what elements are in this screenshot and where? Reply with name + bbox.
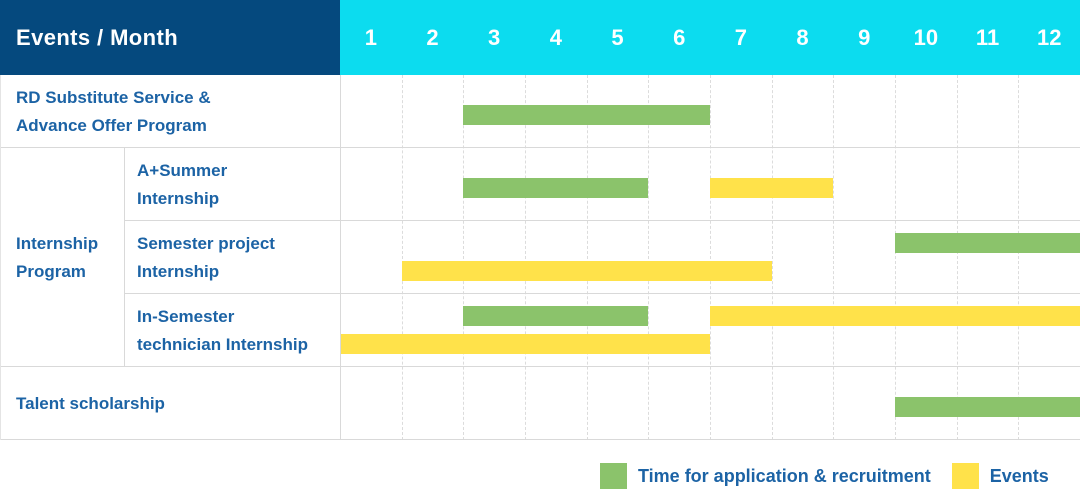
gantt-bar-application	[463, 105, 710, 125]
month-header-cell: 9	[858, 24, 871, 50]
gantt-bar-event	[710, 178, 834, 198]
row-label: Semester project Internship	[124, 221, 340, 294]
month-header-cell: 2	[426, 24, 439, 50]
row-separator	[124, 293, 1080, 294]
row-label-line: Semester project	[137, 233, 275, 253]
legend: Time for application & recruitment Event…	[600, 462, 1049, 490]
gantt-bar-application	[463, 306, 649, 326]
group-label-line: Program	[16, 261, 86, 281]
legend-swatch-application	[600, 463, 627, 489]
legend-label-application: Time for application & recruitment	[638, 465, 931, 486]
group-label-line: Internship	[16, 233, 99, 253]
row-label-line: In-Semester	[137, 306, 235, 326]
legend-swatch-events	[951, 463, 979, 489]
month-gridline	[833, 75, 835, 440]
row-label-line: RD Substitute Service &	[16, 87, 211, 107]
month-header-cell: 5	[611, 24, 624, 50]
month-gridline	[895, 75, 896, 440]
month-header-cell: 7	[734, 24, 747, 50]
group-label: Internship Program	[0, 148, 124, 367]
month-header-cell: 3	[488, 24, 501, 50]
legend-label-events: Events	[989, 465, 1049, 486]
row-label: A+Summer Internship	[124, 148, 340, 221]
row-label-line: A+Summer	[137, 160, 228, 180]
row-label: RD Substitute Service & Advance Offer Pro…	[0, 75, 340, 148]
month-gridline	[956, 75, 958, 440]
row-label-line: Advance Offer Program	[16, 115, 207, 135]
month-gridline	[586, 75, 588, 440]
gantt-bar-application	[895, 233, 1080, 253]
row-label: In-Semester technician Internship	[124, 294, 340, 367]
corner-header: Events / Month	[0, 0, 340, 75]
row-label-line: Talent scholarship	[16, 393, 165, 413]
table-left-border	[0, 75, 1, 440]
month-header-cell: 12	[1036, 24, 1062, 50]
label-column-divider	[340, 75, 341, 440]
gantt-bar-application	[463, 178, 649, 198]
row-label: Talent scholarship	[0, 367, 340, 440]
month-gridline	[648, 75, 650, 440]
gantt-bar-event	[340, 334, 710, 354]
gantt-bar-event	[710, 306, 1080, 326]
month-header-cell: 4	[549, 24, 562, 50]
row-separator	[0, 147, 1080, 148]
row-label-line: Internship	[137, 261, 220, 281]
month-gridline	[1018, 75, 1020, 440]
month-header-row: 1 2 3 4 5 6 7 8 9 10 11 12	[340, 0, 1080, 75]
month-header-cell: 1	[364, 24, 377, 50]
gantt-bar-application	[895, 397, 1080, 417]
month-header-cell: 6	[673, 24, 686, 50]
row-separator	[124, 220, 1080, 221]
month-gridline	[463, 75, 465, 440]
month-gridline	[401, 75, 403, 440]
row-separator	[0, 366, 1080, 367]
month-header-cell: 10	[913, 24, 939, 50]
month-gridline	[771, 75, 773, 440]
month-gridline	[525, 75, 526, 440]
gantt-bar-event	[401, 261, 772, 281]
row-separator	[0, 439, 1080, 440]
row-label-line: technician Internship	[137, 334, 308, 354]
month-header-cell: 8	[796, 24, 809, 50]
row-label-line: Internship	[137, 188, 220, 208]
group-column-divider	[124, 148, 125, 367]
month-gridline	[710, 75, 711, 440]
month-header-cell: 11	[975, 24, 1000, 50]
